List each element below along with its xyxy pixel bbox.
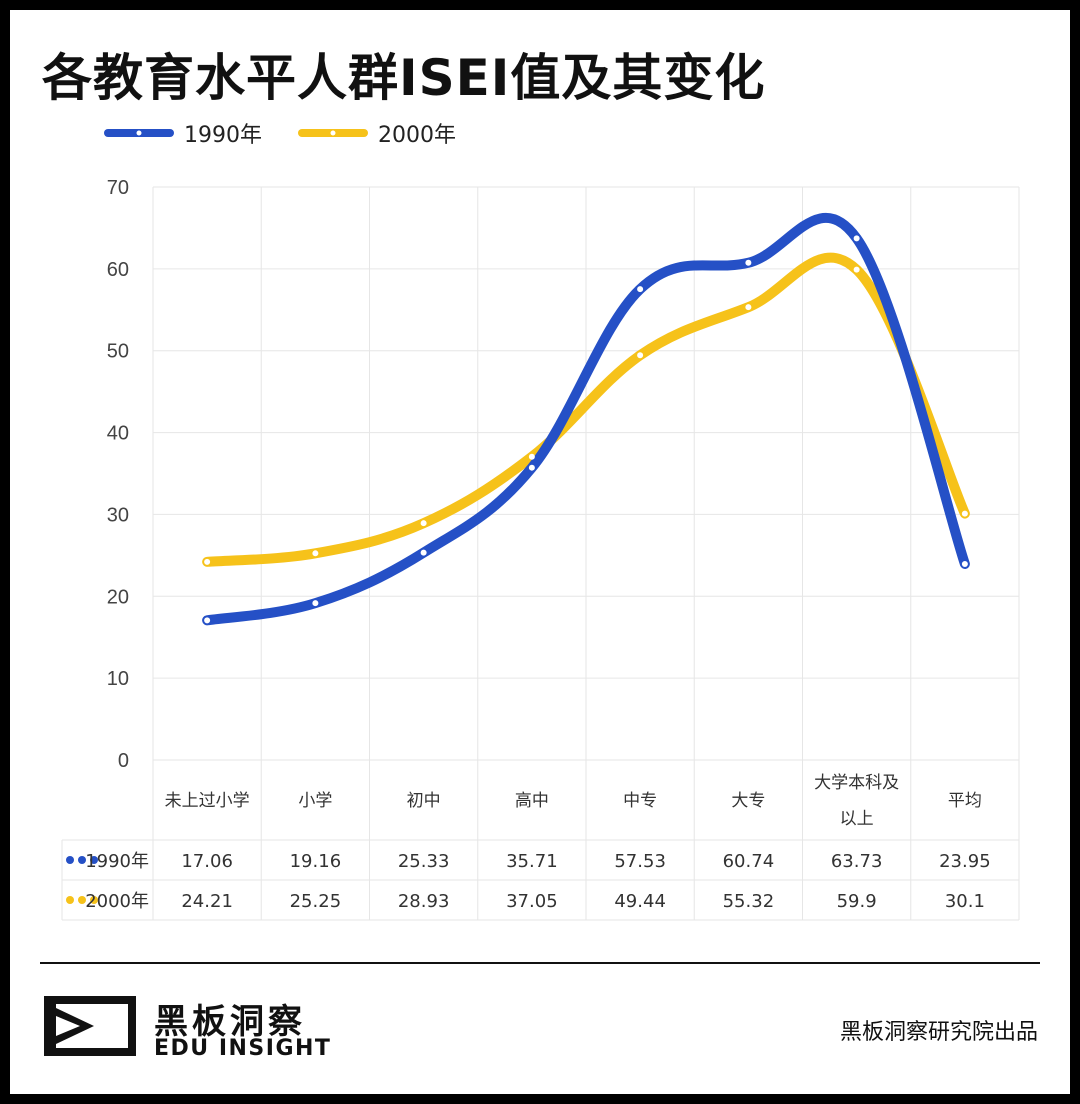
x-category-label: 初中 bbox=[407, 791, 441, 811]
table-cell: 28.93 bbox=[398, 891, 450, 912]
table-cell: 49.44 bbox=[614, 891, 666, 912]
data-point bbox=[528, 464, 535, 471]
table-series-label: 2000年 bbox=[85, 891, 149, 912]
y-tick-label: 70 bbox=[107, 177, 129, 199]
table-cell: 24.21 bbox=[181, 891, 233, 912]
brand-name-cn: 黑板洞察 bbox=[154, 1002, 306, 1042]
x-category-label: 平均 bbox=[948, 791, 982, 811]
y-tick-label: 0 bbox=[118, 750, 129, 772]
data-point bbox=[204, 558, 211, 565]
data-point bbox=[420, 549, 427, 556]
table-legend-marker bbox=[66, 896, 74, 904]
x-category-label: 中专 bbox=[623, 791, 657, 811]
footer-divider bbox=[40, 962, 1040, 964]
table-cell: 57.53 bbox=[614, 851, 666, 872]
series-line-1990年 bbox=[202, 212, 970, 626]
legend-line-1990-icon bbox=[104, 129, 174, 137]
y-tick-label: 50 bbox=[107, 341, 129, 363]
legend-item-1990: 1990年 bbox=[104, 117, 262, 149]
y-tick-label: 30 bbox=[107, 504, 129, 526]
x-category-label: 高中 bbox=[515, 791, 549, 811]
credit-text: 黑板洞察研究院出品 bbox=[839, 1020, 1038, 1045]
x-category-label: 未上过小学 bbox=[165, 791, 250, 811]
data-point bbox=[961, 560, 968, 567]
table-legend-marker bbox=[90, 856, 98, 864]
y-tick-label: 20 bbox=[107, 586, 129, 608]
data-point bbox=[637, 352, 644, 359]
table-legend-marker bbox=[90, 896, 98, 904]
data-point bbox=[745, 304, 752, 311]
y-tick-label: 40 bbox=[107, 423, 129, 445]
brand-name-en: EDU INSIGHT bbox=[154, 1036, 332, 1061]
data-point bbox=[312, 600, 319, 607]
data-point bbox=[637, 286, 644, 293]
table-legend-marker bbox=[78, 856, 86, 864]
x-category-label: 以上 bbox=[840, 809, 874, 829]
legend-label-2000: 2000年 bbox=[378, 123, 456, 148]
data-point bbox=[853, 266, 860, 273]
table-cell: 55.32 bbox=[723, 891, 775, 912]
data-point bbox=[745, 259, 752, 266]
data-point bbox=[528, 453, 535, 460]
edu-insight-logo-icon bbox=[44, 996, 136, 1056]
table-cell: 17.06 bbox=[181, 851, 233, 872]
legend-item-2000: 2000年 bbox=[298, 117, 456, 149]
y-tick-label: 60 bbox=[107, 259, 129, 281]
table-cell: 25.25 bbox=[290, 891, 342, 912]
data-point bbox=[312, 550, 319, 557]
data-point bbox=[853, 235, 860, 242]
data-point bbox=[961, 510, 968, 517]
chart-card: 各教育水平人群ISEI值及其变化 1990年 2000年 0 10 20 30 40 50… bbox=[10, 10, 1070, 1094]
data-point bbox=[420, 520, 427, 527]
table-cell: 59.9 bbox=[837, 891, 877, 912]
table-cell: 25.33 bbox=[398, 851, 450, 872]
legend-label-1990: 1990年 bbox=[184, 123, 262, 148]
table-cell: 19.16 bbox=[290, 851, 342, 872]
data-point bbox=[204, 617, 211, 624]
table-cell: 30.1 bbox=[945, 891, 985, 912]
x-category-label: 小学 bbox=[298, 791, 332, 811]
chart-title: 各教育水平人群ISEI值及其变化 bbox=[42, 49, 766, 107]
legend-line-2000-icon bbox=[298, 129, 368, 137]
legend: 1990年 2000年 bbox=[104, 118, 492, 148]
table-legend-marker bbox=[66, 856, 74, 864]
y-tick-label: 10 bbox=[107, 668, 129, 690]
table-cell: 23.95 bbox=[939, 851, 991, 872]
table-cell: 63.73 bbox=[831, 851, 883, 872]
x-category-label: 大专 bbox=[731, 791, 765, 811]
table-cell: 37.05 bbox=[506, 891, 558, 912]
table-legend-marker bbox=[78, 896, 86, 904]
table-series-label: 1990年 bbox=[85, 851, 149, 872]
table-cell: 60.74 bbox=[723, 851, 775, 872]
table-cell: 35.71 bbox=[506, 851, 558, 872]
x-category-label: 大学本科及 bbox=[814, 773, 899, 793]
series-line-2000年 bbox=[202, 252, 970, 567]
